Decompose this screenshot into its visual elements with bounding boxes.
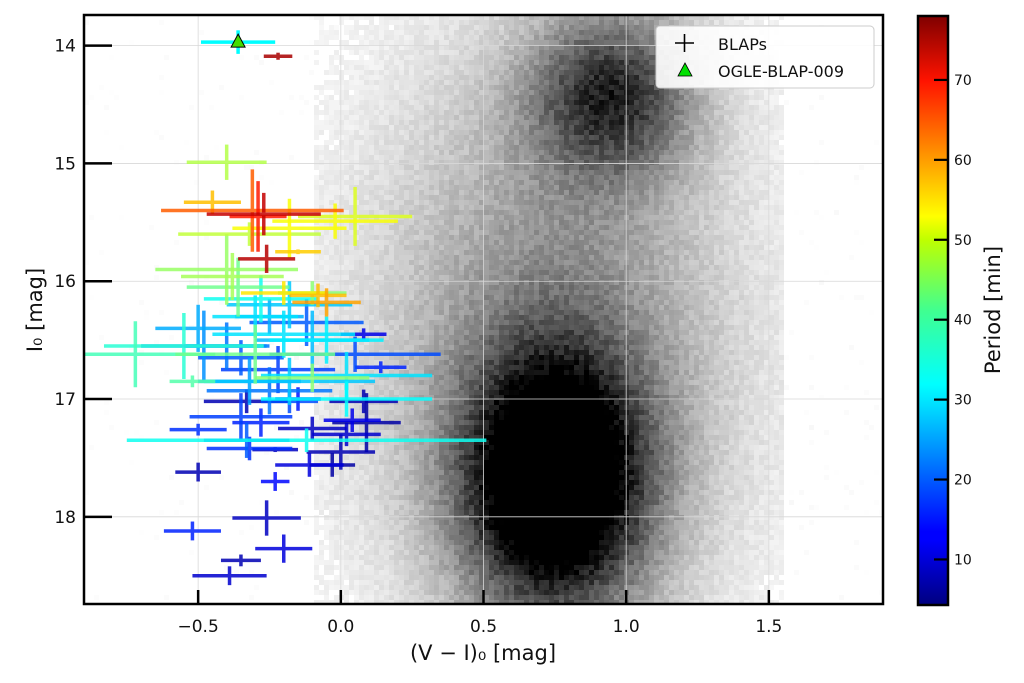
colorbar-tick-label: 70	[954, 73, 972, 89]
blap-marker	[161, 169, 344, 252]
blap-marker	[355, 361, 407, 374]
colorbar-tick-label: 40	[954, 313, 972, 329]
blap-marker	[255, 534, 313, 563]
blap-marker	[292, 288, 361, 317]
x-tick-label: 1.5	[755, 617, 782, 637]
background-star-density	[84, 15, 883, 604]
blap-marker	[181, 252, 284, 301]
plus-icon	[675, 34, 694, 52]
blap-marker	[103, 313, 264, 380]
x-tick-label: −0.5	[178, 617, 219, 637]
blap-marker	[155, 234, 299, 305]
ogle-blap-009-point	[200, 30, 276, 54]
blap-marker	[175, 324, 336, 384]
legend-label-ogle-blap-009: OGLE-BLAP-009	[718, 62, 844, 81]
blap-marker	[275, 453, 344, 477]
y-tick-label: 17	[54, 390, 76, 410]
legend-label-blaps: BLAPs	[718, 35, 767, 54]
blap-marker	[323, 408, 381, 433]
x-axis-label: (V − I)₀ [mag]	[410, 641, 556, 665]
blap-marker	[240, 281, 327, 305]
legend-box	[655, 25, 875, 89]
blap-marker	[163, 521, 221, 541]
triangle-icon	[677, 62, 693, 77]
y-axis-label: I₀ [mag]	[23, 268, 47, 352]
x-axis-ticks: −0.5 0.0 0.5 1.0 1.5	[178, 590, 782, 637]
blap-marker	[275, 249, 321, 255]
y-axis-ticks: 14 15 16 17 18	[54, 37, 112, 528]
blap-marker	[189, 393, 293, 441]
x-tick-label: 0.0	[327, 617, 354, 637]
colorbar-tick-label: 20	[954, 473, 972, 489]
blap-marker	[126, 428, 487, 453]
blap-marker	[220, 554, 261, 567]
blap-marker	[203, 275, 318, 323]
blap-marker	[178, 222, 321, 246]
blap-marker	[229, 181, 287, 252]
colorbar-tick-label: 30	[954, 393, 972, 409]
y-tick-label: 18	[54, 508, 76, 528]
blap-marker	[169, 375, 216, 388]
blap-marker	[206, 192, 321, 236]
colorbar: 10 20 30 40 50 60 70 Period [min]	[916, 14, 1005, 607]
blap-marker	[238, 244, 296, 273]
blap-marker	[186, 257, 290, 317]
blap-marker	[312, 422, 381, 447]
blap-marker	[192, 566, 267, 586]
blap-marker	[212, 310, 356, 358]
blap-marker	[175, 462, 221, 482]
colorbar-ticks: 10 20 30 40 50 60 70	[934, 73, 972, 568]
x-tick-label: 1.0	[613, 617, 640, 637]
x-tick-label: 0.5	[470, 617, 497, 637]
blap-marker	[232, 500, 301, 536]
blap-marker	[226, 281, 353, 329]
y-tick-label: 15	[54, 154, 76, 174]
blap-marker	[278, 416, 347, 441]
y-tick-label: 14	[54, 37, 76, 57]
legend: BLAPs OGLE-BLAP-009	[655, 25, 875, 89]
blap-marker	[298, 186, 413, 246]
blap-marker	[260, 472, 290, 491]
triangle-icon	[230, 33, 246, 48]
colorbar-tick-label: 50	[954, 233, 972, 249]
blap-marker	[255, 363, 370, 392]
blap-marker	[263, 52, 293, 60]
blap-marker	[169, 423, 227, 436]
y-tick-label: 16	[54, 272, 76, 292]
colorbar-tick-label: 10	[954, 552, 972, 568]
colorbar-label: Period [min]	[981, 246, 1005, 374]
blap-marker	[260, 381, 433, 417]
blap-points	[84, 52, 487, 586]
colorbar-gradient	[916, 14, 950, 607]
blap-marker	[329, 389, 398, 414]
blap-marker	[155, 304, 241, 352]
colorbar-tick-label: 60	[954, 153, 972, 169]
blap-marker	[186, 144, 267, 180]
